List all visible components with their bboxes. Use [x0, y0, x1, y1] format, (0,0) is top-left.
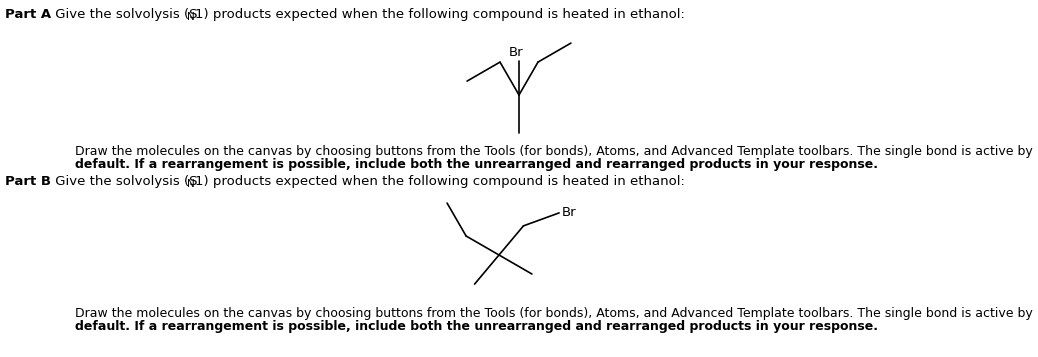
- Text: Br: Br: [509, 46, 523, 59]
- Text: 1) products expected when the following compound is heated in ethanol:: 1) products expected when the following …: [195, 8, 685, 21]
- Text: default. If a rearrangement is possible, include both the unrearranged and rearr: default. If a rearrangement is possible,…: [75, 158, 878, 171]
- Text: default. If a rearrangement is possible, include both the unrearranged and rearr: default. If a rearrangement is possible,…: [75, 320, 878, 333]
- Text: Draw the molecules on the canvas by choosing buttons from the Tools (for bonds),: Draw the molecules on the canvas by choo…: [75, 145, 1033, 158]
- Text: Part A: Part A: [5, 8, 51, 21]
- Text: Give the solvolysis (S: Give the solvolysis (S: [51, 8, 197, 21]
- Text: N: N: [187, 12, 195, 22]
- Text: 1) products expected when the following compound is heated in ethanol:: 1) products expected when the following …: [195, 175, 685, 188]
- Text: Give the solvolysis (S: Give the solvolysis (S: [51, 175, 197, 188]
- Text: Part B: Part B: [5, 175, 51, 188]
- Text: N: N: [187, 179, 195, 189]
- Text: Br: Br: [563, 206, 577, 220]
- Text: Draw the molecules on the canvas by choosing buttons from the Tools (for bonds),: Draw the molecules on the canvas by choo…: [75, 307, 1033, 320]
